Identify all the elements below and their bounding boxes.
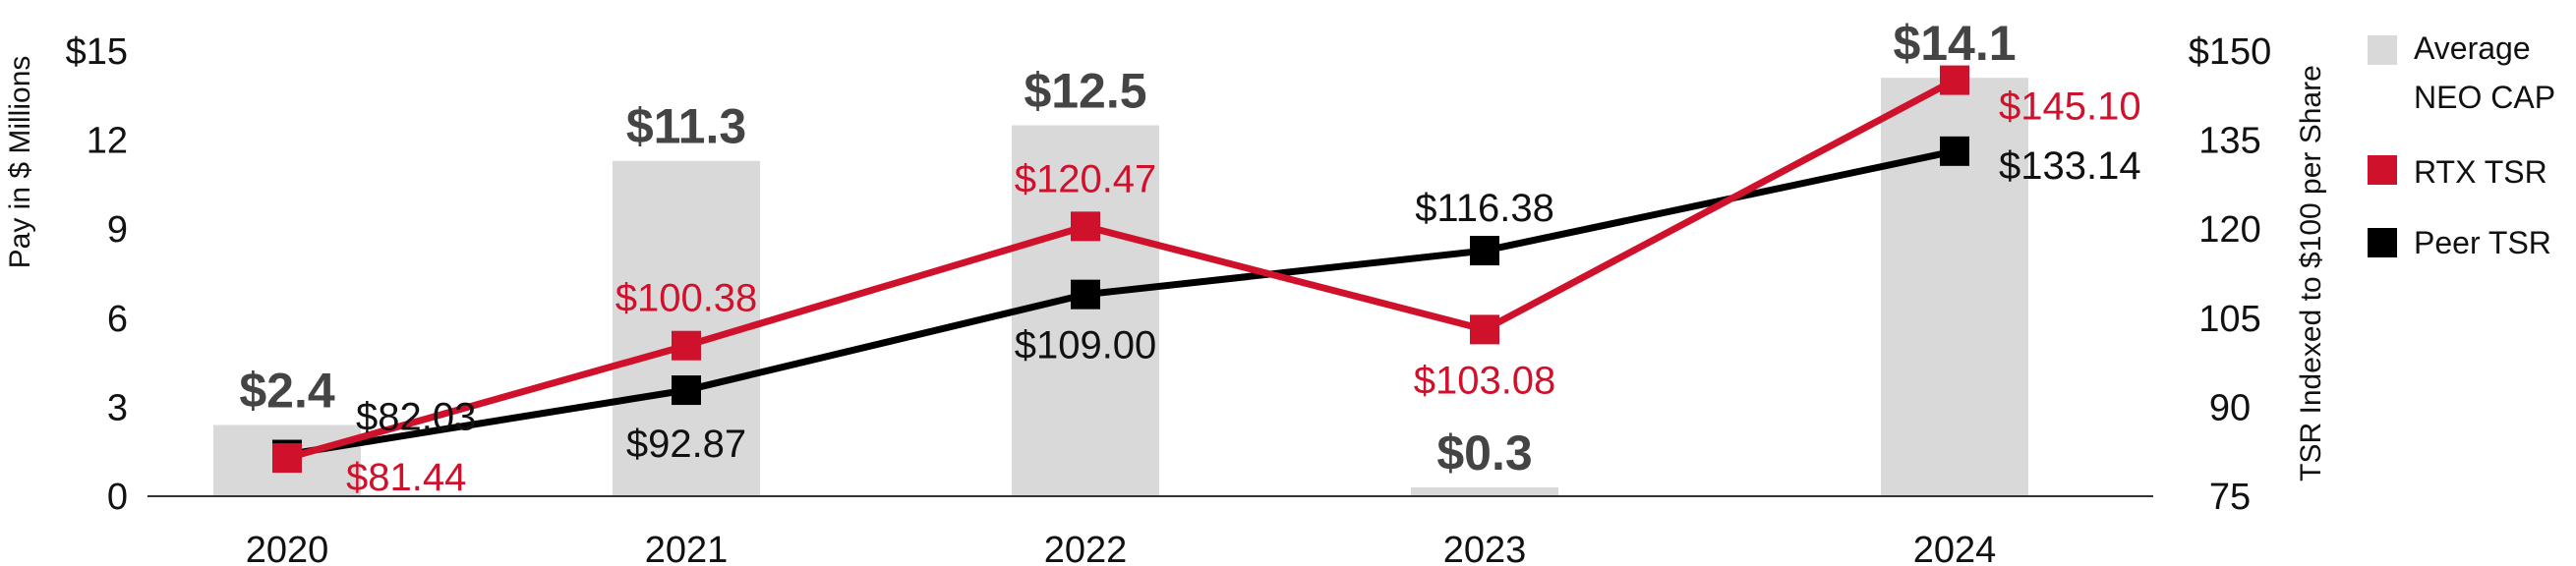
- y-left-tick-9: 9: [107, 209, 128, 251]
- rtx-label-2024: $145.10: [1999, 85, 2141, 129]
- legend-swatch-0: [2368, 35, 2397, 65]
- legend-label-1-0: RTX TSR: [2414, 154, 2547, 190]
- peer-label-2024: $133.14: [1999, 144, 2141, 188]
- bar-label-2021: $11.3: [626, 99, 746, 154]
- bar-cap-2022: [1012, 125, 1159, 496]
- data-labels-layer: $2.4 $11.3 $12.5 $0.3 $14.1 $81.44 $100.38 $120…: [239, 16, 2140, 499]
- bar-label-2020: $2.4: [239, 364, 335, 419]
- x-tick-2020: 2020: [246, 530, 329, 566]
- y-left-tick-6: 6: [107, 299, 128, 340]
- marker-rtx-tsr-2023: [1470, 314, 1499, 345]
- x-tick-2021: 2021: [645, 530, 729, 566]
- legend-swatch-2: [2368, 228, 2397, 257]
- marker-rtx-tsr-2020: [272, 443, 302, 474]
- legend-label-2-0: Peer TSR: [2414, 225, 2551, 260]
- marker-rtx-tsr-2021: [672, 330, 701, 361]
- y-left-tick-15: $15: [66, 31, 128, 73]
- marker-peer-tsr-2023: [1470, 236, 1499, 266]
- axes-layer: 0 3 6 9 12 $15 75 90 105 120 135 $150 2020 2021 2022 20…: [4, 31, 2327, 566]
- bar-label-2022: $12.5: [1024, 64, 1146, 119]
- y-right-tick-150: $150: [2189, 31, 2272, 73]
- rtx-label-2020: $81.44: [346, 456, 466, 499]
- y-left-tick-3: 3: [107, 387, 128, 428]
- legend-label-0-1: NEO CAP: [2414, 80, 2555, 115]
- peer-label-2020: $82.03: [356, 396, 476, 439]
- x-tick-2024: 2024: [1913, 530, 1997, 566]
- bar-cap-2023: [1411, 486, 1558, 496]
- legend-label-0-0: Average: [2414, 30, 2531, 66]
- bars-layer: [213, 78, 2028, 497]
- rtx-label-2022: $120.47: [1015, 157, 1157, 200]
- y-right-title: TSR Indexed to $100 per Share: [2295, 65, 2327, 481]
- y-right-tick-75: 75: [2209, 477, 2251, 518]
- y-left-title: Pay in $ Millions: [4, 56, 36, 269]
- y-left-tick-12: 12: [87, 121, 128, 162]
- x-tick-2022: 2022: [1044, 530, 1128, 566]
- y-right-tick-90: 90: [2209, 387, 2251, 428]
- y-left-tick-0: 0: [107, 477, 128, 518]
- legend: Average NEO CAP RTX TSR Peer TSR: [2368, 30, 2555, 260]
- peer-label-2023: $116.38: [1415, 187, 1554, 230]
- marker-peer-tsr-2024: [1940, 136, 1969, 166]
- marker-rtx-tsr-2022: [1071, 211, 1100, 242]
- bar-label-2024: $14.1: [1893, 16, 2016, 71]
- y-right-tick-105: 105: [2198, 299, 2260, 340]
- rtx-label-2021: $100.38: [615, 277, 758, 320]
- x-tick-2023: 2023: [1443, 530, 1527, 566]
- y-right-tick-135: 135: [2198, 121, 2260, 162]
- marker-peer-tsr-2021: [672, 375, 701, 406]
- marker-peer-tsr-2022: [1071, 279, 1100, 310]
- rtx-label-2023: $103.08: [1414, 359, 1556, 402]
- markers-layer: [272, 65, 1969, 474]
- bar-label-2023: $0.3: [1436, 425, 1532, 481]
- legend-swatch-1: [2368, 155, 2397, 185]
- marker-rtx-tsr-2024: [1940, 65, 1969, 95]
- peer-label-2021: $92.87: [626, 423, 746, 466]
- y-right-tick-120: 120: [2198, 209, 2260, 251]
- peer-label-2022: $109.00: [1015, 324, 1157, 368]
